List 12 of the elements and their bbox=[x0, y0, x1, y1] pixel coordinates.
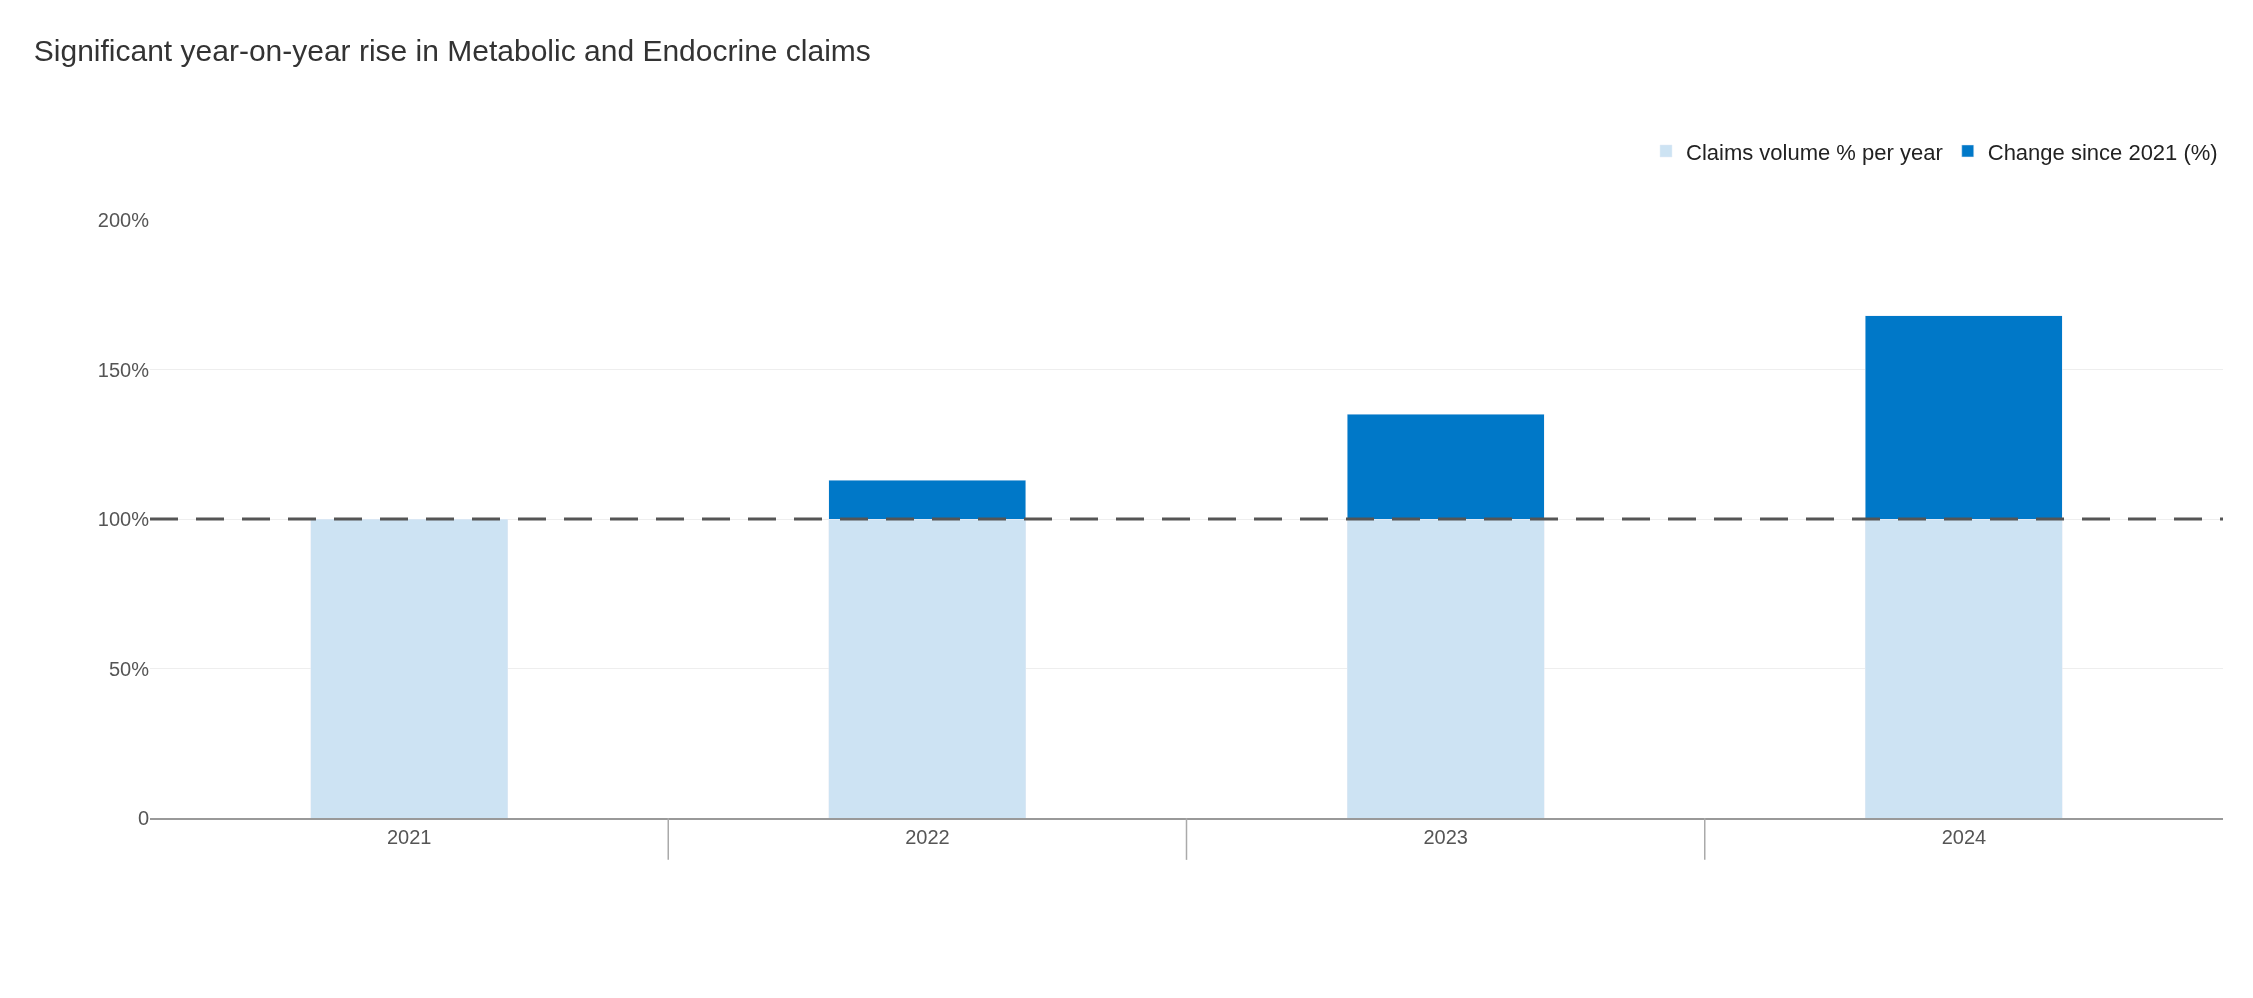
y-tick-label: 0 bbox=[137, 807, 149, 829]
x-tick-label: 2021 bbox=[386, 826, 432, 848]
y-tick-label: 50% bbox=[108, 657, 150, 680]
y-tick-label: 150% bbox=[97, 358, 150, 381]
legend-label: Claims volume % per year bbox=[1686, 139, 1943, 165]
x-tick-label: 2024 bbox=[1941, 826, 1987, 848]
y-tick-label: 100% bbox=[97, 508, 150, 530]
x-tick-label: 2022 bbox=[905, 826, 950, 848]
legend-label: Change since 2021 (%) bbox=[1987, 139, 2218, 165]
y-tick-label: 200% bbox=[97, 209, 150, 231]
chart-title: Significant year-on-year rise in Metabolic and Endocrine claims bbox=[33, 33, 871, 67]
x-tick-label: 2023 bbox=[1423, 826, 1468, 848]
